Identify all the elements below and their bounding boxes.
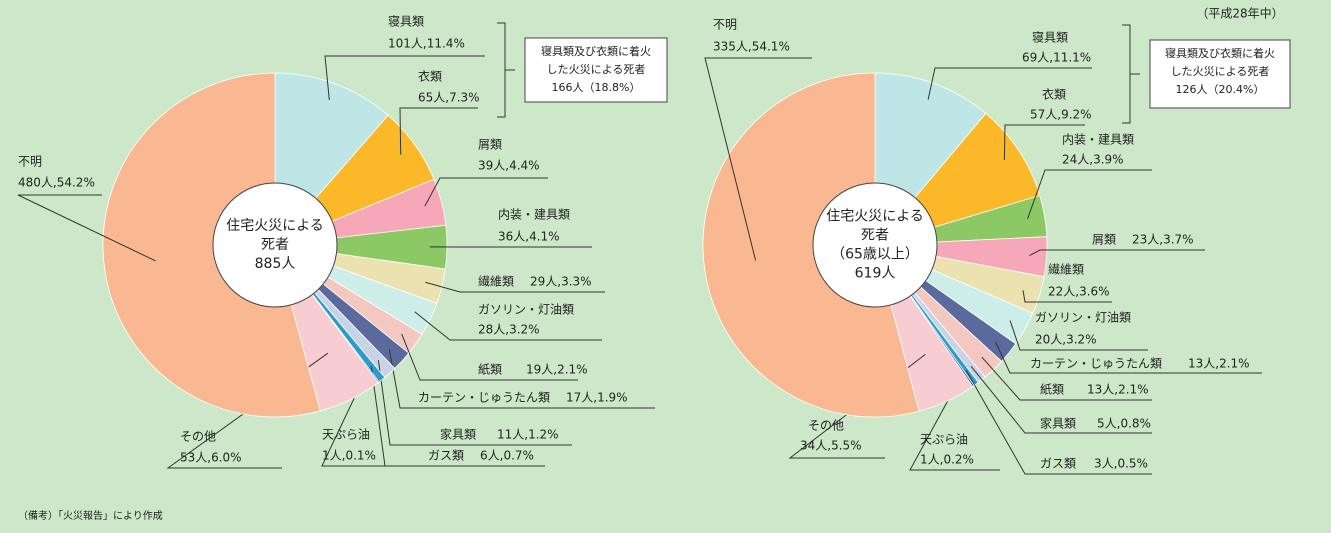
slice-value-label: 17人,1.9% xyxy=(566,391,628,405)
leader-line xyxy=(981,356,1152,401)
center-label: 死者 xyxy=(861,228,889,244)
slice-name: カーテン・じゅうたん類 xyxy=(418,391,550,405)
annotation-text: 126人（20.4%） xyxy=(1176,83,1265,96)
slice-name: その他 xyxy=(180,430,216,444)
leader-line xyxy=(995,341,1262,374)
pie-slice xyxy=(702,72,920,418)
annotation-text: した火災による死者 xyxy=(1171,65,1270,78)
slice-value-label: 19人,2.1% xyxy=(526,363,588,377)
slice-name: 衣類 xyxy=(418,69,442,84)
slice-name: 衣類 xyxy=(1042,87,1066,102)
period: （平成28年中） xyxy=(1196,6,1283,21)
leader-line xyxy=(965,369,1152,475)
center-label: 死者 xyxy=(261,237,289,253)
leader-line xyxy=(377,360,572,446)
leader-line xyxy=(1029,249,1205,257)
center-circle xyxy=(812,182,938,308)
slice-name: 繊維類 xyxy=(1048,263,1084,277)
leader-line xyxy=(424,177,548,207)
slice-value-label: 39人,4.4% xyxy=(478,159,540,173)
slice-name: 家具類 xyxy=(440,427,476,442)
leader-line xyxy=(401,333,578,381)
annotation-text: した火災による死者 xyxy=(547,63,646,76)
slice-name: 不明 xyxy=(713,18,737,32)
slice-name: 寝具類 xyxy=(388,14,424,29)
slice-name: カーテン・じゅうたん類 xyxy=(1030,357,1162,371)
slice-name: 屑類 xyxy=(1092,233,1116,247)
slice-name: その他 xyxy=(808,419,844,433)
annotation-text: 166人（18.8%） xyxy=(552,81,641,94)
leader-line xyxy=(399,107,478,155)
leader-line xyxy=(970,366,1152,434)
leader-line xyxy=(324,55,485,101)
slice-value-label: 22人,3.6% xyxy=(1048,285,1110,299)
slice-name: 家具類 xyxy=(1040,416,1076,431)
slice-value-label: 34人,5.5% xyxy=(800,439,862,453)
source-note: （備考）「火災報告」により作成 xyxy=(18,509,163,522)
slice-value-label: 23人,3.7% xyxy=(1132,233,1194,247)
slice-value-label: 11人,1.2% xyxy=(497,428,559,442)
slice-name: ガス類 xyxy=(428,449,464,463)
leader-line xyxy=(414,311,602,341)
leader-line xyxy=(1027,169,1152,219)
center-circle xyxy=(212,182,338,308)
slice-name: 紙類 xyxy=(1040,382,1064,397)
annotation-box xyxy=(1149,39,1291,109)
slice-value-label: 36人,4.1% xyxy=(498,230,560,244)
slice-value-label: 13人,2.1% xyxy=(1188,357,1250,371)
slice-value-label: 1人,0.2% xyxy=(920,453,974,467)
slice-value-label: 69人,11.1% xyxy=(1022,51,1091,65)
leader-line xyxy=(1009,320,1148,351)
leader-line xyxy=(1022,290,1112,303)
slice-value-label: 13人,2.1% xyxy=(1087,383,1149,397)
slice-value-label: 6人,0.7% xyxy=(480,449,534,463)
slice-value-label: 480人,54.2% xyxy=(18,176,95,190)
slice-value-label: 5人,0.8% xyxy=(1097,417,1151,431)
slice-name: ガス類 xyxy=(1040,457,1076,471)
leader-line xyxy=(1003,124,1085,161)
annotation-text: 寝具類及び衣類に着火 xyxy=(541,44,651,58)
slice-name: 不明 xyxy=(18,155,42,169)
annotation-box xyxy=(524,37,668,103)
slice-value-label: 335人,54.1% xyxy=(713,40,790,54)
slice-name: ガソリン・灯油類 xyxy=(1035,311,1131,325)
center-label: 885人 xyxy=(255,256,296,272)
slice-value-label: 1人,0.1% xyxy=(322,449,376,463)
leader-line xyxy=(425,281,605,293)
leader-line xyxy=(17,194,156,262)
slice-name: 内装・建具類 xyxy=(1062,133,1134,147)
slice-name: 繊維類 xyxy=(478,275,514,289)
slice-value-label: 20人,3.2% xyxy=(1035,333,1097,347)
slice-value-label: 57人,9.2% xyxy=(1030,108,1092,122)
slice-name: ガソリン・灯油類 xyxy=(478,303,574,317)
leader-line xyxy=(321,368,410,467)
slice-name: 屑類 xyxy=(478,138,502,152)
slice-name: 天ぷら油 xyxy=(322,428,370,442)
leader-line xyxy=(927,67,1092,100)
leader-line xyxy=(704,57,812,261)
slice-value-label: 65人,7.3% xyxy=(418,91,480,105)
leader-line xyxy=(909,371,1000,471)
center-label: 住宅火災による xyxy=(226,218,324,234)
slice-name: 紙類 xyxy=(478,362,502,377)
slice-value-label: 3人,0.5% xyxy=(1094,457,1148,471)
pie-slice xyxy=(102,72,321,418)
slice-value-label: 24人,3.9% xyxy=(1062,153,1124,167)
slice-value-label: 29人,3.3% xyxy=(530,275,592,289)
slice-name: 寝具類 xyxy=(1032,30,1068,45)
center-label: 住宅火災による xyxy=(826,209,924,225)
slice-value-label: 53人,6.0% xyxy=(180,451,242,465)
slice-value-label: 28人,3.2% xyxy=(478,323,540,337)
center-label: 619人 xyxy=(855,266,896,282)
slice-name: 天ぷら油 xyxy=(920,433,968,447)
annotation-text: 寝具類及び衣類に着火 xyxy=(1165,46,1275,60)
slice-name: 内装・建具類 xyxy=(498,208,570,222)
center-label: （65歳以上） xyxy=(831,247,919,263)
slice-value-label: 101人,11.4% xyxy=(388,37,465,51)
